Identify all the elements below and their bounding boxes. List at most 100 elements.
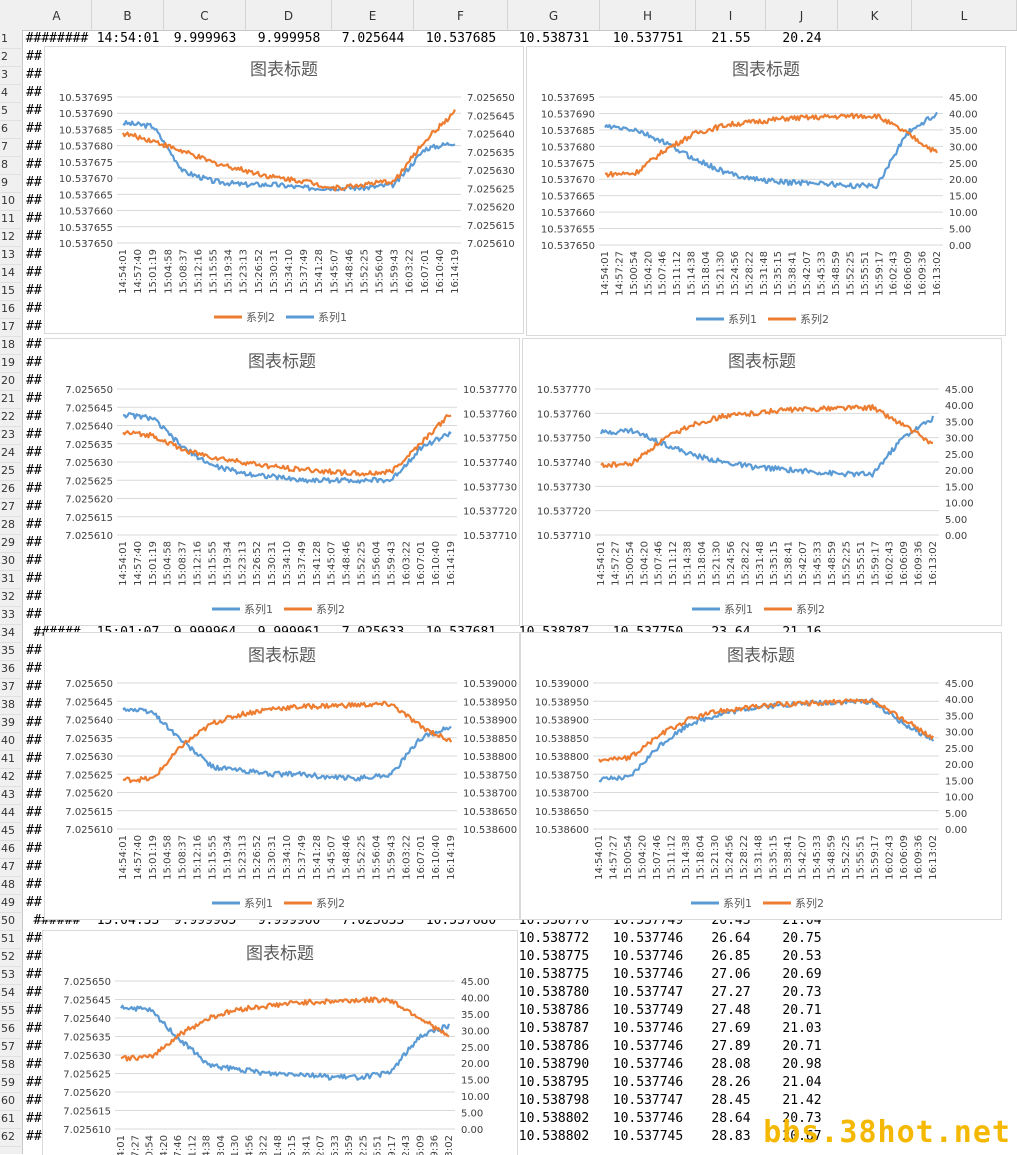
row-header-30[interactable]: 30 (0, 552, 23, 571)
column-header-D[interactable]: D (246, 0, 332, 30)
cell[interactable]: 10.537749 (612, 1003, 684, 1018)
cell[interactable]: 26.64 (711, 931, 751, 946)
cell-a[interactable]: ## (26, 265, 42, 280)
row-header-4[interactable]: 4 (0, 84, 23, 103)
cell[interactable]: 26.85 (711, 949, 751, 964)
column-header-E[interactable]: E (332, 0, 414, 30)
cell-a[interactable]: ## (26, 1129, 42, 1144)
row-header-35[interactable]: 35 (0, 642, 23, 661)
cell-a[interactable]: ## (26, 895, 42, 910)
cell-a[interactable]: ## (26, 175, 42, 190)
cell-a[interactable]: ## (26, 229, 42, 244)
cell[interactable]: 21.42 (782, 1093, 822, 1108)
row-header-7[interactable]: 7 (0, 138, 23, 157)
cell-a[interactable]: ## (26, 319, 42, 334)
cell-a[interactable]: ## (26, 823, 42, 838)
cell[interactable]: 10.538780 (518, 985, 590, 1000)
cell[interactable]: 10.537746 (612, 967, 684, 982)
row-header-17[interactable]: 17 (0, 318, 23, 337)
column-header-F[interactable]: F (414, 0, 508, 30)
row-header-10[interactable]: 10 (0, 192, 23, 211)
row-header-34[interactable]: 34 (0, 624, 23, 643)
column-header-A[interactable]: A (22, 0, 92, 30)
row-header-5[interactable]: 5 (0, 102, 23, 121)
row-header-18[interactable]: 18 (0, 336, 23, 355)
cell[interactable]: 20.67 (782, 1129, 822, 1144)
cell[interactable]: 10.538802 (518, 1129, 590, 1144)
row-header-51[interactable]: 51 (0, 930, 23, 949)
row-header-9[interactable]: 9 (0, 174, 23, 193)
row-header-23[interactable]: 23 (0, 426, 23, 445)
cell[interactable]: 10.537746 (612, 1057, 684, 1072)
cell[interactable]: 10.538786 (518, 1003, 590, 1018)
row-header-12[interactable]: 12 (0, 228, 23, 247)
row-header-29[interactable]: 29 (0, 534, 23, 553)
cell[interactable]: 10.537751 (612, 31, 684, 46)
cell-a[interactable]: ## (26, 409, 42, 424)
column-header-I[interactable]: I (696, 0, 766, 30)
cell-a[interactable]: ## (26, 1039, 42, 1054)
cell[interactable]: 28.64 (711, 1111, 751, 1126)
cell-a[interactable]: ## (26, 67, 42, 82)
row-header-19[interactable]: 19 (0, 354, 23, 373)
cell-a[interactable]: ## (26, 283, 42, 298)
row-header-37[interactable]: 37 (0, 678, 23, 697)
cell[interactable]: 21.55 (711, 31, 751, 46)
cell-a[interactable]: ## (26, 301, 42, 316)
row-header-40[interactable]: 40 (0, 732, 23, 751)
cell[interactable]: 21.04 (782, 1075, 822, 1090)
cell-a[interactable]: ## (26, 607, 42, 622)
cell-a[interactable]: ## (26, 841, 42, 856)
cell-a[interactable]: ## (26, 535, 42, 550)
cell-a[interactable]: ## (26, 859, 42, 874)
column-header-L[interactable]: L (912, 0, 1017, 30)
cell[interactable]: 10.537746 (612, 1021, 684, 1036)
cell[interactable]: 10.537746 (612, 931, 684, 946)
column-header-K[interactable]: K (838, 0, 912, 30)
row-header-32[interactable]: 32 (0, 588, 23, 607)
cell[interactable]: ######## (25, 31, 89, 46)
row-header-15[interactable]: 15 (0, 282, 23, 301)
chart-6[interactable]: 图表标题 10.539000 10.538950 10.538900 10.538850… (520, 632, 1002, 920)
cell[interactable]: 28.26 (711, 1075, 751, 1090)
cell[interactable]: 27.69 (711, 1021, 751, 1036)
cell[interactable]: 10.538795 (518, 1075, 590, 1090)
chart-7[interactable]: 图表标题 7.025650 7.025645 7.025640 7.025635 7.02… (42, 930, 518, 1155)
cell[interactable]: 10.537746 (612, 1111, 684, 1126)
row-header-45[interactable]: 45 (0, 822, 23, 841)
row-header-14[interactable]: 14 (0, 264, 23, 283)
cell[interactable]: 14:54:01 (96, 31, 160, 46)
cell[interactable]: 10.537746 (612, 1039, 684, 1054)
row-header-2[interactable]: 2 (0, 48, 23, 67)
cell[interactable]: 20.71 (782, 1039, 822, 1054)
cell-a[interactable]: ## (26, 139, 42, 154)
cell[interactable]: 28.45 (711, 1093, 751, 1108)
cell[interactable]: 10.538775 (518, 949, 590, 964)
row-header-49[interactable]: 49 (0, 894, 23, 913)
row-header-27[interactable]: 27 (0, 498, 23, 517)
cell-a[interactable]: ## (26, 211, 42, 226)
row-header-33[interactable]: 33 (0, 606, 23, 625)
cell[interactable]: 10.538790 (518, 1057, 590, 1072)
row-header-20[interactable]: 20 (0, 372, 23, 391)
cell-a[interactable]: ## (26, 877, 42, 892)
cell-a[interactable]: ## (26, 985, 42, 1000)
cell[interactable]: 9.999958 (257, 31, 321, 46)
cell[interactable]: 20.98 (782, 1057, 822, 1072)
cell[interactable]: 28.83 (711, 1129, 751, 1144)
cell-a[interactable]: ## (26, 463, 42, 478)
cell-a[interactable]: ## (26, 553, 42, 568)
cell[interactable]: 20.24 (782, 31, 822, 46)
cell[interactable]: 10.537747 (612, 985, 684, 1000)
cell[interactable]: 10.538775 (518, 967, 590, 982)
cell-a[interactable]: ## (26, 949, 42, 964)
cell[interactable]: 10.538802 (518, 1111, 590, 1126)
row-header-47[interactable]: 47 (0, 858, 23, 877)
cell-a[interactable]: ## (26, 193, 42, 208)
cell-a[interactable]: ## (26, 967, 42, 982)
cell[interactable]: 20.75 (782, 931, 822, 946)
cell-a[interactable]: ## (26, 481, 42, 496)
cell-a[interactable]: ## (26, 391, 42, 406)
row-header-11[interactable]: 11 (0, 210, 23, 229)
cell[interactable]: 10.537746 (612, 949, 684, 964)
